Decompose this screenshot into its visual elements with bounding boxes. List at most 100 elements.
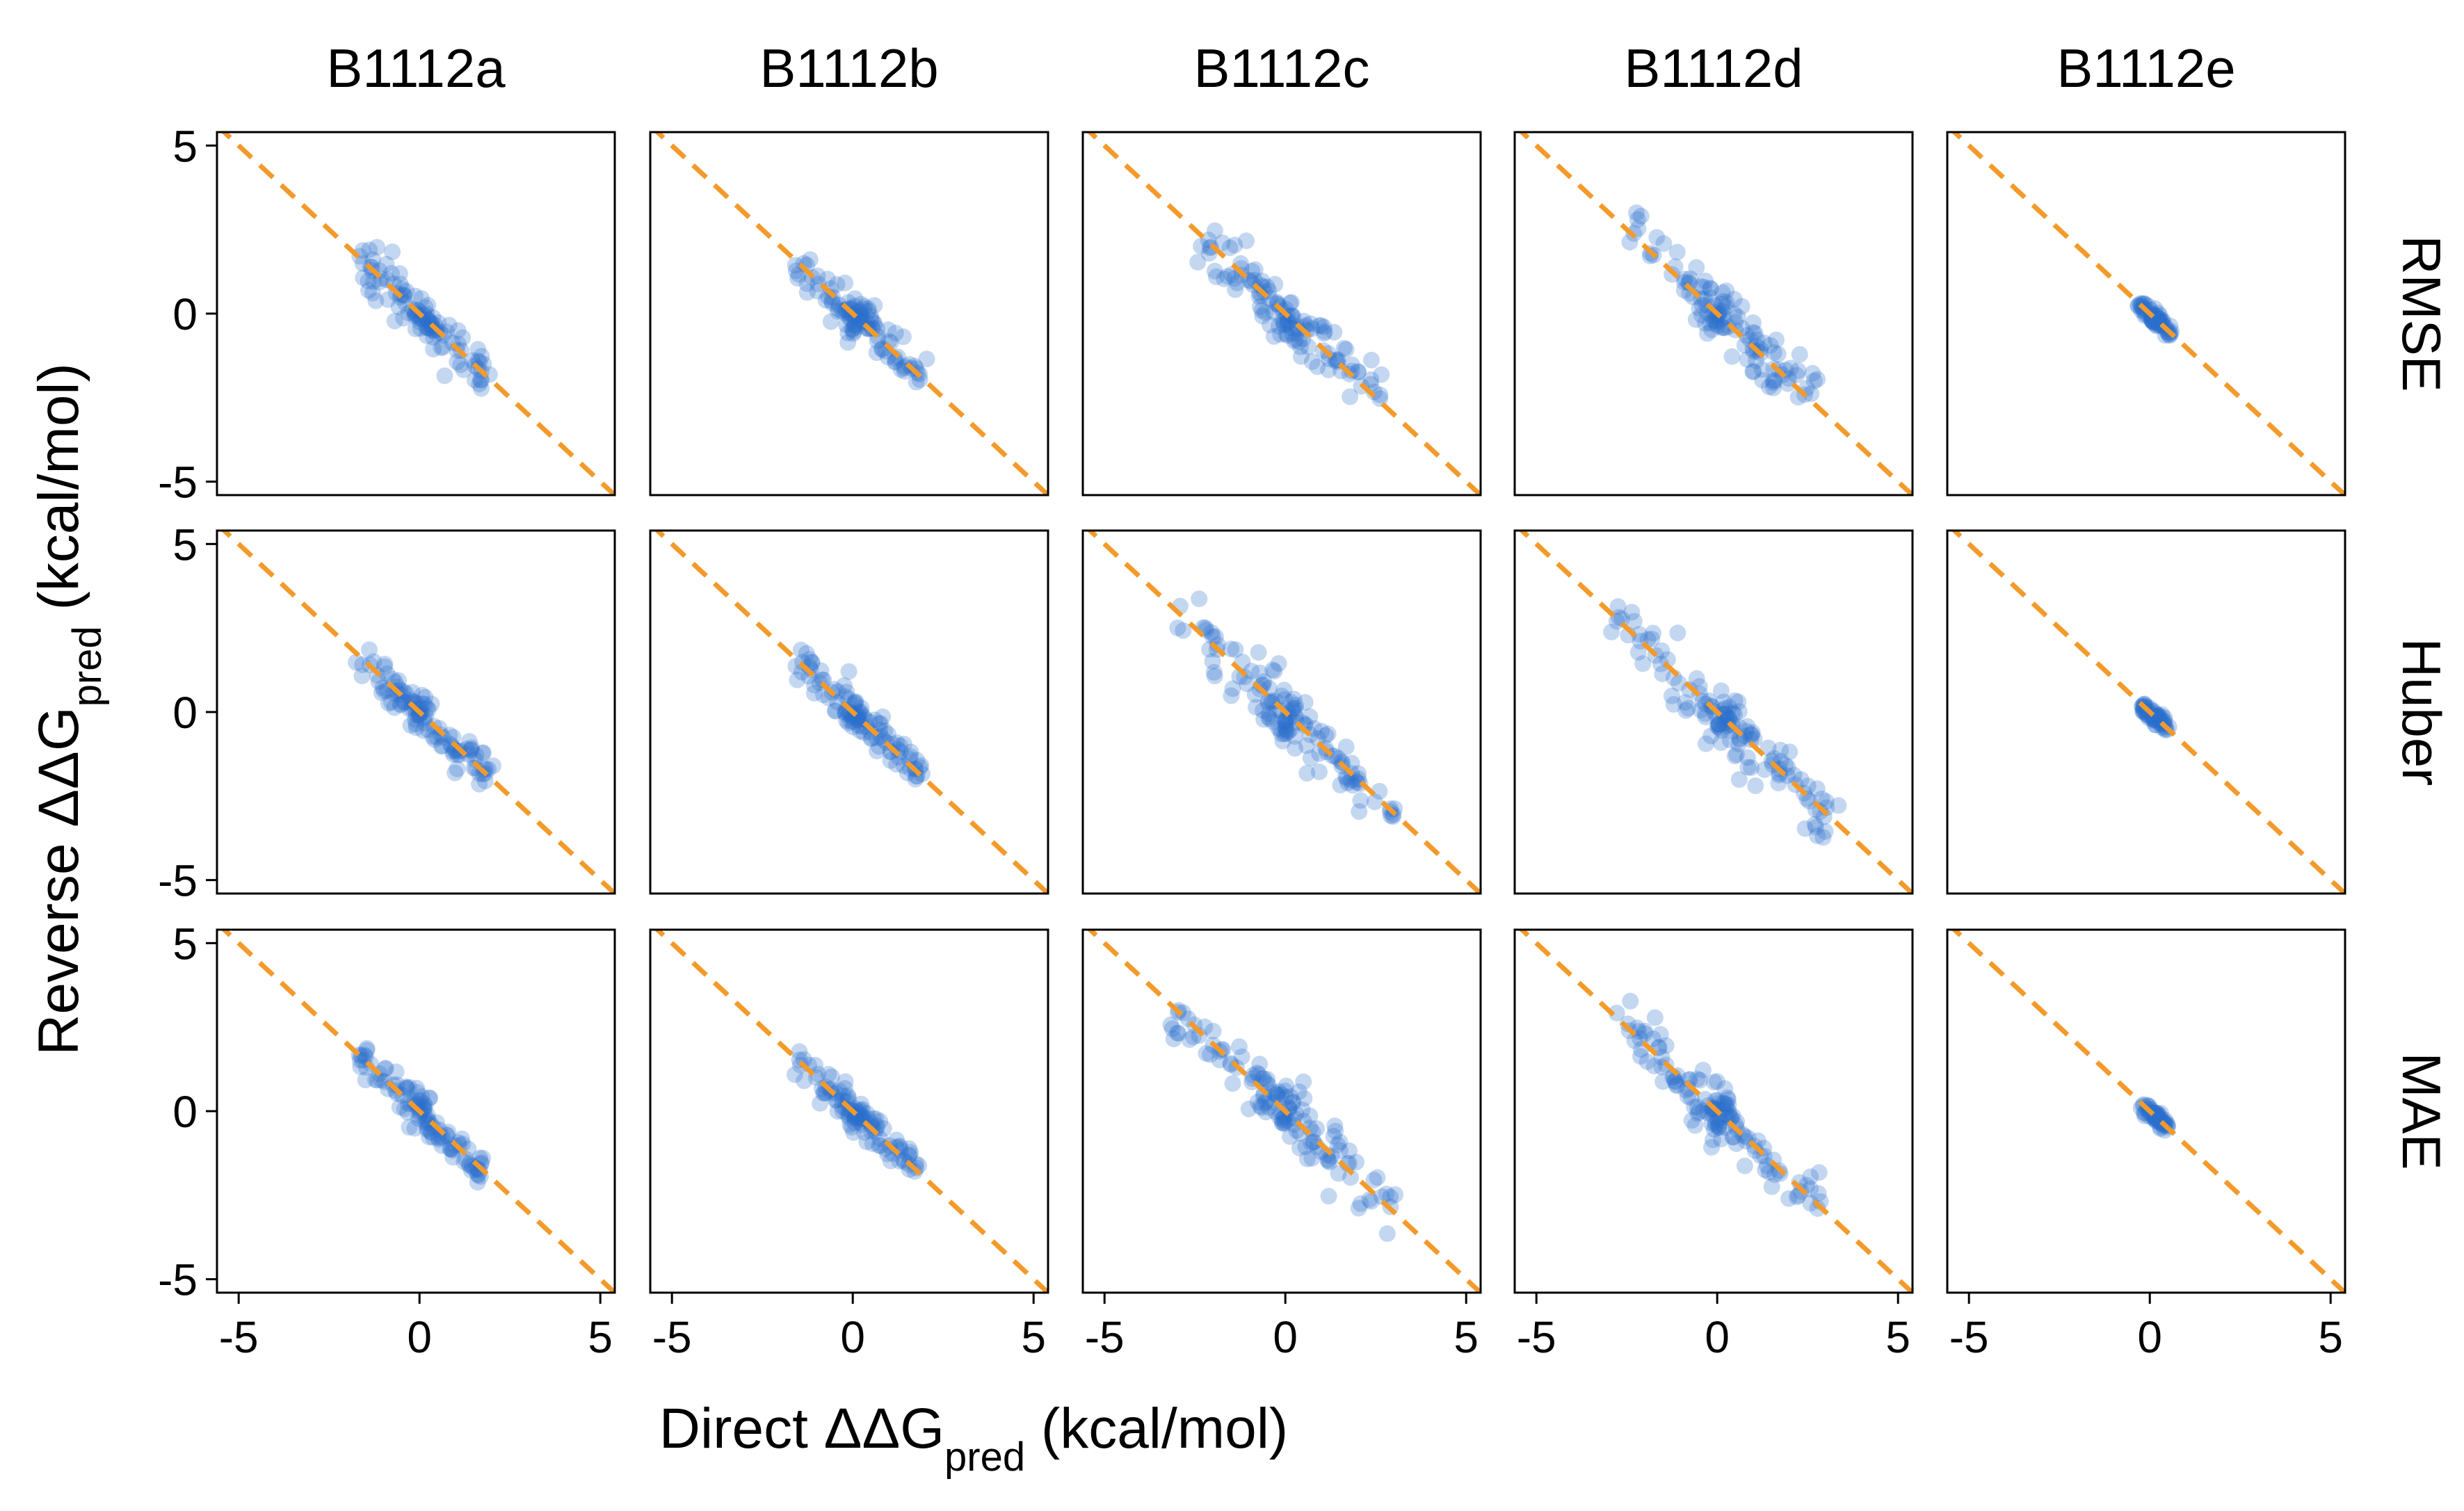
data-point: [1715, 293, 1732, 310]
data-point: [412, 320, 429, 337]
identity-reference-line: [1951, 531, 2345, 894]
data-point: [1679, 1088, 1696, 1105]
column-label-b1112e: B1112e: [2056, 38, 2235, 99]
data-point: [2145, 711, 2162, 728]
data-point: [1807, 818, 1825, 836]
data-point: [1745, 343, 1762, 360]
data-point: [1326, 323, 1343, 341]
data-point: [1716, 1095, 1733, 1113]
data-point: [845, 713, 862, 730]
row-labels: RMSE Huber MAE: [2391, 235, 2452, 1170]
data-point: [842, 713, 860, 730]
data-point: [836, 1080, 853, 1097]
data-point: [1655, 235, 1673, 252]
data-point: [1785, 766, 1803, 784]
data-point: [426, 731, 443, 748]
data-point: [1278, 722, 1295, 739]
data-point: [1255, 1070, 1273, 1088]
data-point: [1744, 726, 1761, 743]
data-point: [1720, 709, 1737, 727]
data-point: [901, 1147, 919, 1164]
data-point: [1310, 763, 1328, 780]
data-point: [868, 344, 885, 362]
data-point: [1366, 793, 1383, 811]
data-point: [1791, 346, 1808, 363]
data-point: [469, 1174, 486, 1191]
data-point: [1191, 590, 1208, 608]
data-point: [1303, 1149, 1321, 1167]
y-tick-label: 0: [172, 688, 198, 738]
data-point: [361, 641, 378, 658]
data-point: [2153, 706, 2171, 723]
data-point: [1276, 316, 1293, 334]
data-point: [1771, 1165, 1789, 1182]
data-point: [449, 760, 466, 777]
data-point: [433, 1129, 450, 1147]
data-point: [1262, 316, 1279, 334]
data-point: [1285, 704, 1303, 721]
data-point: [1362, 371, 1380, 388]
data-point: [844, 325, 862, 342]
data-point: [351, 1051, 369, 1069]
data-point: [1809, 827, 1826, 844]
data-point: [839, 324, 857, 341]
data-point: [805, 677, 823, 694]
data-point: [1697, 695, 1714, 713]
data-point: [1702, 727, 1720, 745]
x-tick-label: 0: [2137, 1312, 2162, 1362]
data-point: [1666, 1073, 1684, 1090]
data-point: [837, 688, 854, 706]
data-point: [1319, 1152, 1337, 1170]
data-point: [378, 665, 396, 682]
data-point: [851, 717, 867, 734]
data-point: [407, 321, 424, 338]
data-point: [1738, 722, 1755, 740]
data-point: [1743, 759, 1760, 776]
data-point: [1282, 1128, 1299, 1145]
data-point: [391, 265, 408, 282]
data-point: [1206, 222, 1223, 239]
data-point: [1710, 716, 1728, 733]
data-point: [417, 715, 434, 732]
data-point: [1629, 644, 1647, 661]
data-point: [2148, 1104, 2166, 1122]
data-point: [436, 367, 453, 385]
data-point: [2133, 302, 2150, 319]
data-point: [1255, 711, 1273, 728]
data-point: [2147, 705, 2164, 722]
data-point: [1332, 1142, 1349, 1159]
data-point: [1224, 1075, 1241, 1092]
data-point: [1730, 771, 1748, 788]
data-point: [1817, 823, 1834, 840]
data-point: [361, 241, 378, 259]
data-point: [1739, 718, 1756, 735]
data-point: [1248, 699, 1265, 716]
data-point: [1725, 291, 1743, 308]
data-point: [1619, 1015, 1636, 1033]
data-point: [869, 743, 885, 760]
data-point: [1257, 1092, 1275, 1110]
data-point: [1275, 315, 1292, 332]
data-point: [466, 751, 483, 768]
panel-frame: [649, 928, 1049, 1294]
data-point: [1331, 1133, 1348, 1151]
data-point: [2152, 1104, 2169, 1122]
data-point: [1756, 761, 1773, 778]
data-point: [1714, 284, 1731, 301]
data-point: [1291, 1140, 1308, 1157]
data-point: [1715, 1094, 1732, 1112]
data-point: [396, 693, 413, 711]
data-point: [1296, 1090, 1313, 1107]
data-point: [1755, 334, 1773, 352]
data-point: [837, 1073, 854, 1090]
data-point: [844, 300, 861, 317]
data-point: [1243, 663, 1260, 680]
data-point: [2144, 313, 2161, 330]
data-point: [1321, 1154, 1338, 1171]
data-point: [1259, 694, 1277, 711]
data-point: [1193, 238, 1210, 254]
data-point: [1246, 271, 1263, 289]
data-point: [1697, 709, 1714, 726]
data-point: [412, 290, 430, 307]
data-point: [1721, 732, 1739, 749]
